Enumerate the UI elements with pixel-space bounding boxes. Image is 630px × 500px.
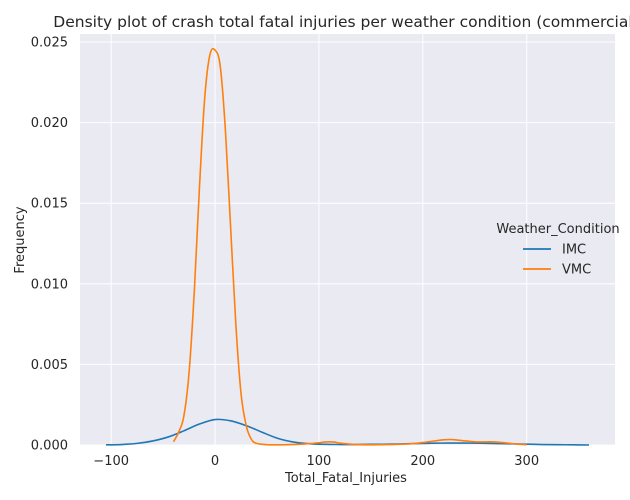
y-tick-label: 0.020 (31, 116, 68, 131)
y-tick-labels: 0.000 0.005 0.010 0.015 0.020 0.025 (31, 36, 68, 454)
x-tick-label: −100 (93, 454, 129, 469)
x-tick-labels: −100 0 100 200 300 (93, 454, 539, 469)
legend-label-imc: IMC (562, 243, 586, 258)
y-tick-label: 0.010 (31, 277, 68, 292)
plot-area (80, 34, 615, 445)
series-line-vmc (172, 47, 527, 446)
chart-title: Density plot of crash total fatal injuri… (53, 13, 630, 31)
y-tick-label: 0.025 (31, 36, 68, 51)
legend-label-vmc: VMC (562, 263, 591, 278)
series-layer (105, 47, 590, 446)
legend-title: Weather_Condition (496, 222, 619, 237)
x-tick-label: 200 (410, 454, 435, 469)
x-tick-label: 0 (211, 454, 219, 469)
x-tick-label: 300 (514, 454, 539, 469)
y-tick-label: 0.005 (31, 358, 68, 373)
x-axis-label: Total_Fatal_Injuries (284, 471, 407, 486)
x-tick-label: 100 (307, 454, 332, 469)
y-axis-label: Frequency (13, 206, 28, 273)
y-tick-label: 0.015 (31, 197, 68, 212)
legend: Weather_Condition IMC VMC (496, 222, 619, 278)
grid-lines (80, 34, 615, 446)
y-tick-label: 0.000 (31, 439, 68, 454)
